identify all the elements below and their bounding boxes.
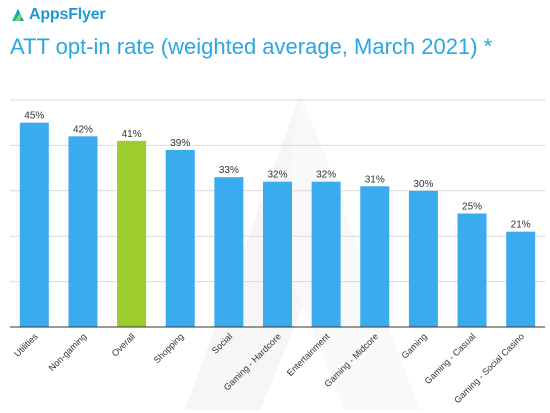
- data-label: 45%: [24, 111, 44, 122]
- appsflyer-logo-icon: [12, 9, 24, 21]
- data-label: 33%: [219, 165, 239, 176]
- bar-gaming-social-casino: [506, 231, 536, 327]
- x-tick-label: Utilities: [12, 331, 40, 359]
- data-label: 41%: [122, 129, 142, 140]
- brand-name: AppsFlyer: [29, 6, 106, 23]
- data-label: 31%: [365, 174, 385, 185]
- x-tick-label: Gaming - Casual: [423, 331, 478, 386]
- data-label: 25%: [462, 202, 482, 213]
- bars: [19, 122, 536, 327]
- data-label: 21%: [511, 220, 531, 231]
- data-label: 30%: [413, 179, 433, 190]
- bar-social: [214, 177, 244, 327]
- bar-utilities: [19, 122, 49, 327]
- bar-gaming: [408, 190, 438, 327]
- bar-gaming-midcore: [360, 186, 390, 327]
- data-label: 42%: [73, 124, 93, 135]
- x-tick-label: Non-gaming: [47, 331, 89, 373]
- bar-gaming-hardcore: [263, 181, 292, 327]
- chart-title: ATT opt-in rate (weighted average, March…: [10, 34, 493, 59]
- x-tick-label: Shopping: [152, 331, 186, 365]
- data-label: 39%: [170, 138, 190, 149]
- bar-gaming-casual: [457, 213, 487, 327]
- data-label: 32%: [267, 170, 287, 181]
- brand-logo: AppsFlyer: [10, 6, 106, 24]
- bar-overall: [117, 140, 147, 327]
- data-label: 32%: [316, 170, 336, 181]
- data-labels: 45% 42% 41% 39% 33% 32% 32% 31% 30% 25% 21%: [24, 111, 530, 231]
- bar-non-gaming: [68, 136, 98, 327]
- bar-shopping: [165, 149, 195, 327]
- x-tick-label: Gaming: [399, 331, 428, 360]
- x-tick-label: Overall: [110, 331, 137, 358]
- bar-entertainment: [311, 181, 341, 327]
